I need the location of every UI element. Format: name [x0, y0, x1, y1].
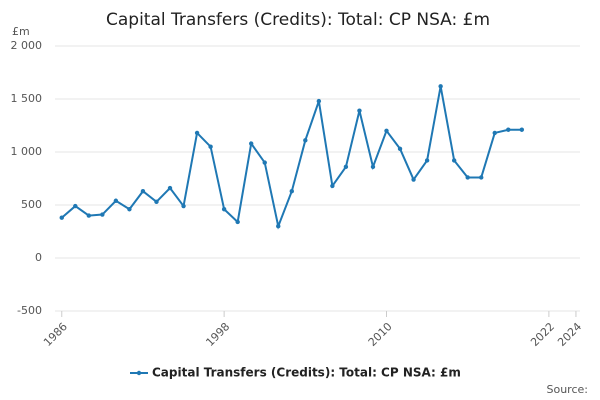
- point: [330, 183, 335, 189]
- x-tick-label: 2022: [528, 320, 557, 349]
- point: [194, 130, 200, 136]
- point: [411, 177, 416, 182]
- source: Source:: [547, 383, 589, 396]
- x-tick-label: 1986: [41, 320, 70, 349]
- y-tick-label: 500: [21, 198, 42, 211]
- point: [167, 185, 173, 191]
- x-tick-label: 2010: [366, 320, 395, 349]
- point: [424, 158, 430, 163]
- point: [113, 198, 119, 203]
- legend-marker: [136, 370, 142, 376]
- point: [438, 84, 443, 89]
- point: [303, 138, 308, 143]
- point: [86, 213, 92, 218]
- point: [154, 199, 159, 205]
- point: [73, 203, 78, 209]
- point: [262, 160, 267, 165]
- point: [357, 108, 362, 113]
- y-tick-label: -500: [17, 304, 42, 317]
- point: [519, 127, 525, 132]
- point: [397, 146, 403, 152]
- y-tick-label: 1 500: [11, 92, 43, 105]
- chart-title: Capital Transfers (Credits): Total: CP N…: [106, 10, 490, 30]
- point: [140, 189, 146, 194]
- point: [289, 189, 294, 194]
- point: [343, 164, 349, 170]
- y-tick-label: 2 000: [11, 39, 43, 52]
- point: [492, 130, 497, 136]
- point: [276, 224, 281, 229]
- point: [248, 141, 254, 146]
- point: [221, 207, 227, 212]
- legend-label: Capital Transfers (Credits): Total: CP N…: [152, 366, 461, 380]
- point: [208, 144, 213, 149]
- point: [451, 158, 457, 163]
- point: [506, 127, 511, 132]
- point: [479, 175, 484, 180]
- point: [316, 98, 322, 104]
- point: [127, 207, 132, 212]
- x-tick-label: 1998: [203, 320, 232, 349]
- point: [235, 219, 240, 225]
- point: [59, 215, 64, 220]
- point: [384, 128, 389, 133]
- point: [181, 203, 186, 209]
- point: [100, 212, 105, 217]
- y-axis-unit: £m: [12, 25, 30, 38]
- point: [370, 164, 376, 170]
- point: [465, 175, 470, 180]
- y-tick-label: 1 000: [11, 145, 43, 158]
- x-tick-label: 2024: [555, 320, 584, 349]
- y-tick-label: 0: [35, 251, 42, 264]
